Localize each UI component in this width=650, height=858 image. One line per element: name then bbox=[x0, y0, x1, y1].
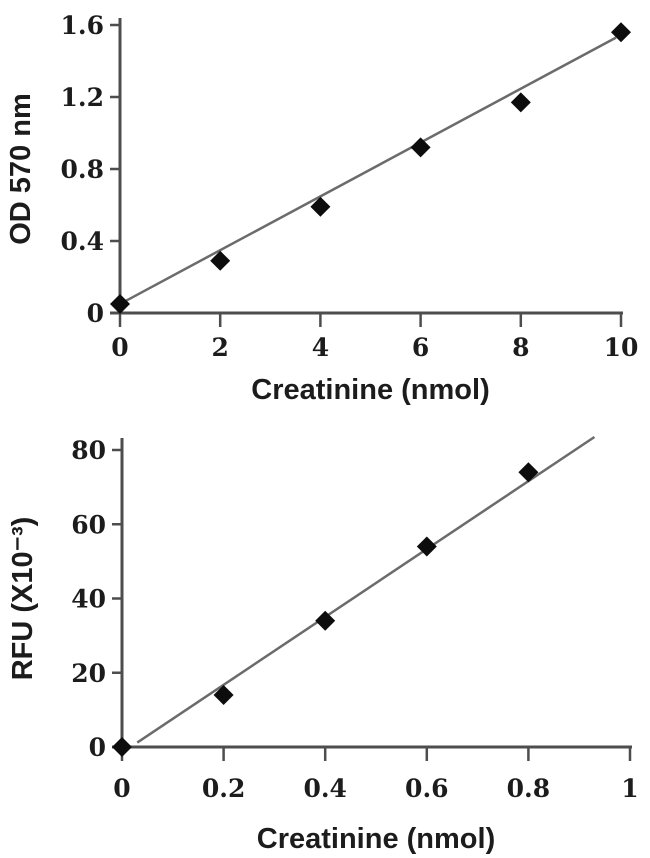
y-tick-label: 0 bbox=[89, 733, 106, 762]
x-tick-label: 0 bbox=[113, 774, 130, 803]
data-point-marker bbox=[210, 250, 231, 271]
data-point-marker bbox=[112, 737, 132, 757]
data-point-marker bbox=[310, 196, 331, 217]
x-tick-label: 6 bbox=[412, 333, 429, 362]
x-axis-title: Creatinine (nmol) bbox=[251, 374, 489, 406]
x-axis-title: Creatinine (nmol) bbox=[257, 823, 495, 855]
x-tick-label: 0.4 bbox=[303, 774, 347, 803]
y-tick-label: 20 bbox=[71, 659, 106, 688]
x-tick-label: 4 bbox=[312, 333, 329, 362]
x-tick-label: 2 bbox=[211, 333, 228, 362]
data-point-marker bbox=[110, 294, 130, 314]
y-tick-label: 80 bbox=[71, 436, 106, 465]
y-tick-label: 0.4 bbox=[61, 227, 105, 256]
y-axis-title: OD 570 nm bbox=[5, 93, 37, 245]
data-point-marker bbox=[416, 536, 437, 557]
y-tick-label: 1.6 bbox=[61, 11, 105, 40]
data-point-marker bbox=[611, 22, 631, 43]
trendline bbox=[119, 36, 617, 306]
data-point-marker bbox=[315, 610, 336, 631]
y-tick-label: 40 bbox=[71, 585, 106, 614]
x-tick-label: 8 bbox=[512, 333, 529, 362]
y-tick-label: 60 bbox=[71, 510, 106, 539]
x-tick-label: 0.2 bbox=[202, 774, 246, 803]
x-tick-label: 0 bbox=[111, 333, 128, 362]
x-tick-label: 0.8 bbox=[507, 774, 551, 803]
data-point-marker bbox=[410, 137, 431, 158]
y-tick-label: 1.2 bbox=[61, 83, 105, 112]
trendline bbox=[136, 435, 596, 744]
data-point-marker bbox=[518, 462, 539, 483]
x-tick-label: 10 bbox=[604, 333, 639, 362]
od570-standard-curve-chart: 0 2 4 6 8 10 0 0.4 0.8 1.2 1.6 Creatinine (nmol) OD … bbox=[5, 11, 639, 406]
data-point-marker bbox=[213, 685, 234, 706]
x-tick-label: 0.6 bbox=[405, 774, 449, 803]
y-axis-title: RFU (X10⁻³) bbox=[7, 517, 39, 681]
rfu-standard-curve-chart: 0 0.2 0.4 0.6 0.8 1 0 20 40 60 80 Creatinine (nmol)… bbox=[7, 435, 639, 855]
data-point-marker bbox=[510, 92, 531, 113]
y-tick-label: 0 bbox=[87, 299, 104, 328]
y-tick-label: 0.8 bbox=[61, 155, 105, 184]
x-tick-label: 1 bbox=[621, 774, 638, 803]
